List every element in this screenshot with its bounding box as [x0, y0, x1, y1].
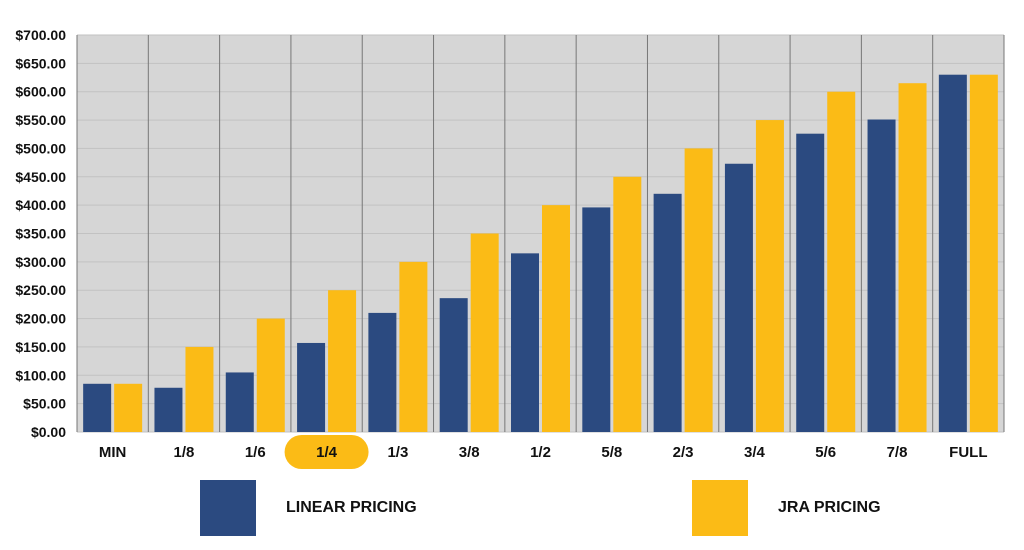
- y-tick-label: $450.00: [15, 169, 66, 185]
- bar-linear: [225, 372, 254, 432]
- x-category-label: 5/6: [815, 444, 836, 461]
- y-tick-label: $650.00: [15, 55, 66, 71]
- x-category-label: 1/6: [245, 444, 266, 461]
- y-tick-label: $600.00: [15, 84, 66, 100]
- bar-jra: [328, 290, 357, 432]
- y-tick-label: $0.00: [31, 424, 66, 440]
- bar-jra: [399, 261, 428, 432]
- bar-jra: [185, 346, 214, 432]
- bar-jra: [613, 176, 642, 432]
- category-highlight-pill: [284, 435, 369, 469]
- bar-jra: [827, 91, 856, 432]
- legend-label-jra: JRA PRICING: [778, 499, 881, 516]
- x-category-label: 1/3: [387, 444, 408, 461]
- y-tick-label: $50.00: [23, 396, 66, 412]
- bar-linear: [796, 133, 825, 432]
- bar-jra: [684, 148, 713, 432]
- y-tick-label: $350.00: [15, 226, 66, 242]
- y-tick-label: $300.00: [15, 254, 66, 270]
- legend-item-linear: LINEAR PRICING: [200, 480, 417, 536]
- bar-chart: $0.00 $50.00 $100.00 $150.00 $200.00 $250.00 $…: [15, 27, 1005, 469]
- bar-linear: [582, 207, 611, 432]
- x-category-label: 7/8: [887, 444, 908, 461]
- y-axis-ticks: $0.00 $50.00 $100.00 $150.00 $200.00 $250.00 $…: [15, 27, 66, 440]
- bar-linear: [938, 74, 967, 432]
- legend-swatch-linear: [200, 480, 256, 536]
- x-category-label: 3/8: [459, 444, 480, 461]
- bar-jra: [542, 205, 570, 432]
- legend-swatch-jra: [692, 480, 748, 536]
- bar-linear: [297, 342, 326, 432]
- x-category-label: FULL: [949, 444, 987, 461]
- bar-linear: [724, 163, 753, 432]
- x-category-label: 2/3: [673, 444, 694, 461]
- y-tick-label: $150.00: [15, 339, 66, 355]
- bar-linear: [653, 193, 682, 432]
- y-tick-label: $700.00: [15, 27, 66, 43]
- y-tick-label: $100.00: [15, 367, 66, 383]
- bar-jra: [256, 318, 285, 432]
- bar-linear: [511, 253, 539, 432]
- x-category-label: 5/8: [601, 444, 622, 461]
- bar-jra: [755, 120, 784, 433]
- x-axis-categories: MIN 1/8 1/6 1/4 1/3 3/8 1/2 5/8 2/3 3/4 5/6 7/8 FULL: [99, 435, 988, 469]
- x-category-label: 3/4: [744, 444, 766, 461]
- y-tick-label: $200.00: [15, 311, 66, 327]
- bar-linear: [83, 383, 112, 432]
- bars: [83, 74, 998, 433]
- y-tick-label: $400.00: [15, 197, 66, 213]
- bar-jra: [114, 383, 143, 432]
- x-category-label: 1/4: [316, 444, 338, 461]
- bar-jra: [898, 83, 927, 432]
- y-tick-label: $550.00: [15, 112, 66, 128]
- bar-linear: [368, 312, 397, 432]
- bar-linear: [154, 387, 183, 432]
- x-category-label: 1/8: [174, 444, 195, 461]
- legend-item-jra: JRA PRICING: [692, 480, 881, 536]
- bar-linear: [439, 298, 468, 432]
- bar-linear: [867, 119, 896, 433]
- x-category-label: MIN: [99, 444, 127, 461]
- bar-jra: [969, 74, 998, 432]
- bar-jra: [470, 233, 499, 432]
- y-tick-label: $500.00: [15, 140, 66, 156]
- x-category-label: 1/2: [530, 444, 551, 461]
- legend-label-linear: LINEAR PRICING: [286, 499, 417, 516]
- y-tick-label: $250.00: [15, 282, 66, 298]
